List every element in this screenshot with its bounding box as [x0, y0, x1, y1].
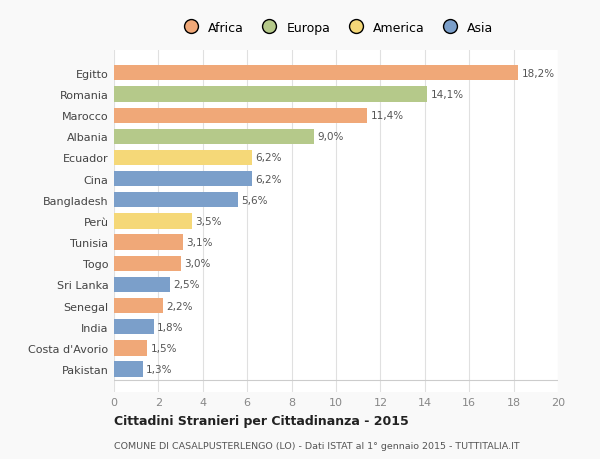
Text: 9,0%: 9,0%: [317, 132, 344, 142]
Bar: [114, 319, 154, 335]
Text: 18,2%: 18,2%: [521, 69, 554, 78]
Bar: [114, 214, 192, 229]
Bar: [114, 172, 251, 187]
Text: Cittadini Stranieri per Cittadinanza - 2015: Cittadini Stranieri per Cittadinanza - 2…: [114, 414, 409, 427]
Text: 1,3%: 1,3%: [146, 364, 173, 374]
Bar: [114, 108, 367, 123]
Text: 2,5%: 2,5%: [173, 280, 199, 290]
Text: 6,2%: 6,2%: [255, 153, 281, 163]
Bar: [114, 193, 238, 208]
Text: COMUNE DI CASALPUSTERLENGO (LO) - Dati ISTAT al 1° gennaio 2015 - TUTTITALIA.IT: COMUNE DI CASALPUSTERLENGO (LO) - Dati I…: [114, 441, 520, 450]
Bar: [114, 298, 163, 313]
Bar: [114, 362, 143, 377]
Bar: [114, 129, 314, 145]
Text: 6,2%: 6,2%: [255, 174, 281, 184]
Text: 2,2%: 2,2%: [166, 301, 193, 311]
Bar: [114, 341, 148, 356]
Bar: [114, 66, 518, 81]
Text: 5,6%: 5,6%: [242, 196, 268, 205]
Text: 14,1%: 14,1%: [430, 90, 463, 100]
Bar: [114, 87, 427, 102]
Text: 3,5%: 3,5%: [195, 217, 221, 226]
Bar: [114, 235, 183, 250]
Bar: [114, 277, 170, 292]
Text: 11,4%: 11,4%: [370, 111, 404, 121]
Bar: [114, 256, 181, 271]
Text: 1,8%: 1,8%: [157, 322, 184, 332]
Text: 3,0%: 3,0%: [184, 259, 211, 269]
Bar: [114, 151, 251, 166]
Legend: Africa, Europa, America, Asia: Africa, Europa, America, Asia: [176, 19, 496, 37]
Text: 1,5%: 1,5%: [151, 343, 177, 353]
Text: 3,1%: 3,1%: [186, 238, 212, 247]
